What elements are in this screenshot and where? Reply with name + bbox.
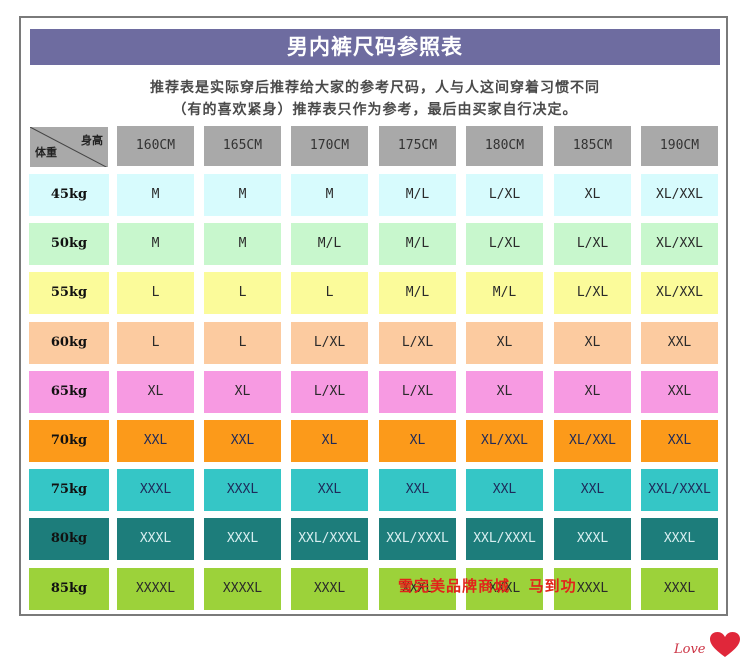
size-cell: L — [291, 272, 368, 315]
size-cell: L/XL — [379, 370, 456, 413]
size-cell: XXXL — [641, 518, 718, 561]
size-cell: XXL — [641, 321, 718, 364]
size-cell: XL — [466, 370, 543, 413]
size-cell: XL — [466, 321, 543, 364]
size-cell: M/L — [379, 174, 456, 216]
size-cell: L/XL — [291, 370, 368, 413]
size-cell: L/XL — [466, 223, 543, 266]
size-cell: L/XL — [554, 223, 631, 266]
size-cell: XL/XXL — [554, 420, 631, 462]
size-cell: XL/XXL — [466, 420, 543, 462]
weight-axis-label: 体重 — [35, 146, 57, 159]
size-cell: L — [117, 272, 194, 315]
size-cell: L/XL — [466, 174, 543, 216]
subtitle-line-2: （有的喜欢紧身）推荐表只作为参考，最后由买家自行决定。 — [172, 102, 578, 118]
size-cell: XXL — [291, 469, 368, 512]
size-cell: XXL — [554, 469, 631, 512]
size-cell: XXL/XXXL — [466, 518, 543, 561]
size-cell: XXXL — [117, 469, 194, 512]
size-cell: L/XL — [379, 321, 456, 364]
love-signature: Love — [674, 642, 706, 657]
size-cell: XL — [554, 174, 631, 216]
size-cell: XL — [554, 321, 631, 364]
size-cell: XL/XXL — [641, 272, 718, 315]
height-column-header: 175CM — [379, 126, 456, 166]
size-cell: XXXL — [204, 518, 281, 561]
height-column: 180CM L/XL L/XL M/L XL XL XL/XXL XXL XXL/XXXL XXX… — [466, 126, 543, 610]
size-cell: XXL — [466, 469, 543, 512]
size-cell: M — [204, 223, 281, 266]
size-cell: XXL — [641, 370, 718, 413]
height-column-header: 165CM — [204, 126, 281, 166]
height-column: 185CM XL L/XL L/XL XL XL XL/XXL XXL XXXL XXXL — [554, 126, 631, 610]
size-cell: M/L — [379, 272, 456, 315]
size-cell: XXXL — [554, 518, 631, 561]
size-cell: M/L — [291, 223, 368, 266]
weight-row-label: 80kg — [29, 518, 109, 561]
size-cell: M — [117, 174, 194, 216]
height-column: 175CM M/L M/L M/L L/XL L/XL XL XXL XXL/XXXL XXXL — [379, 126, 456, 610]
weight-row-label: 60kg — [29, 321, 109, 364]
size-cell: XXXXL — [117, 567, 194, 610]
size-cell: XXXL — [466, 567, 543, 610]
size-cell: L/XL — [554, 272, 631, 315]
size-cell: M/L — [379, 223, 456, 266]
size-cell: XXL — [379, 469, 456, 512]
size-cell: M — [204, 174, 281, 216]
height-axis-label: 身高 — [81, 134, 103, 147]
height-column-header: 170CM — [291, 126, 368, 166]
size-cell: XXXL — [291, 567, 368, 610]
size-cell: XXL/XXXL — [379, 518, 456, 561]
size-cell: XXXL — [554, 567, 631, 610]
size-cell: L — [204, 272, 281, 315]
weight-row-label: 70kg — [29, 420, 109, 462]
size-cell: XXL — [117, 420, 194, 462]
size-cell: XL — [554, 370, 631, 413]
height-column: 170CM M M/L L L/XL L/XL XL XXL XXL/XXXL XXXL — [291, 126, 368, 610]
page-title: 男内裤尺码参照表 — [30, 29, 720, 65]
size-cell: XXL/XXXL — [641, 469, 718, 512]
height-column-header: 185CM — [554, 126, 631, 166]
size-cell: XL — [204, 370, 281, 413]
size-cell: L/XL — [291, 321, 368, 364]
height-column-header: 160CM — [117, 126, 194, 166]
height-column: 190CM XL/XXL XL/XXL XL/XXL XXL XXL XXL XXL/XXXL… — [641, 126, 718, 610]
size-cell: XXL — [641, 420, 718, 462]
height-column-header: 180CM — [466, 126, 543, 166]
weight-row-label: 85kg — [29, 567, 109, 610]
size-cell: XL — [117, 370, 194, 413]
height-column: 160CM M M L L XL XXL XXXL XXXL XXXXL — [117, 126, 194, 610]
size-cell: XXXL — [204, 469, 281, 512]
weight-row-label: 45kg — [29, 174, 109, 216]
table-corner-header: 身高 体重 — [29, 126, 109, 168]
size-cell: XXXL — [117, 518, 194, 561]
subtitle-line-1: 推荐表是实际穿后推荐给大家的参考尺码，人与人这间穿着习惯不同 — [150, 80, 600, 96]
shop-watermark: 雪完美品牌商城 马到功 — [398, 577, 577, 595]
size-cell: M — [117, 223, 194, 266]
size-cell: XL/XXL — [641, 223, 718, 266]
size-cell: XXL/XXXL — [291, 518, 368, 561]
size-cell: L — [117, 321, 194, 364]
weight-row-label: 55kg — [29, 272, 109, 315]
heart-icon — [710, 632, 740, 657]
chart-frame — [19, 16, 728, 616]
size-cell: M/L — [466, 272, 543, 315]
size-cell: XL — [291, 420, 368, 462]
size-cell: XL/XXL — [641, 174, 718, 216]
weight-row-label: 75kg — [29, 469, 109, 512]
size-cell: M — [291, 174, 368, 216]
size-cell: XXXL — [379, 567, 456, 610]
size-cell: XL — [379, 420, 456, 462]
weight-row-label: 65kg — [29, 370, 109, 413]
diagonal-divider — [30, 127, 108, 167]
size-cell: XXXL — [641, 567, 718, 610]
height-column-header: 190CM — [641, 126, 718, 166]
size-cell: XXL — [204, 420, 281, 462]
height-column: 165CM M M L L XL XXL XXXL XXXL XXXXL — [204, 126, 281, 610]
size-cell: L — [204, 321, 281, 364]
weight-row-label: 50kg — [29, 223, 109, 266]
size-cell: XXXXL — [204, 567, 281, 610]
